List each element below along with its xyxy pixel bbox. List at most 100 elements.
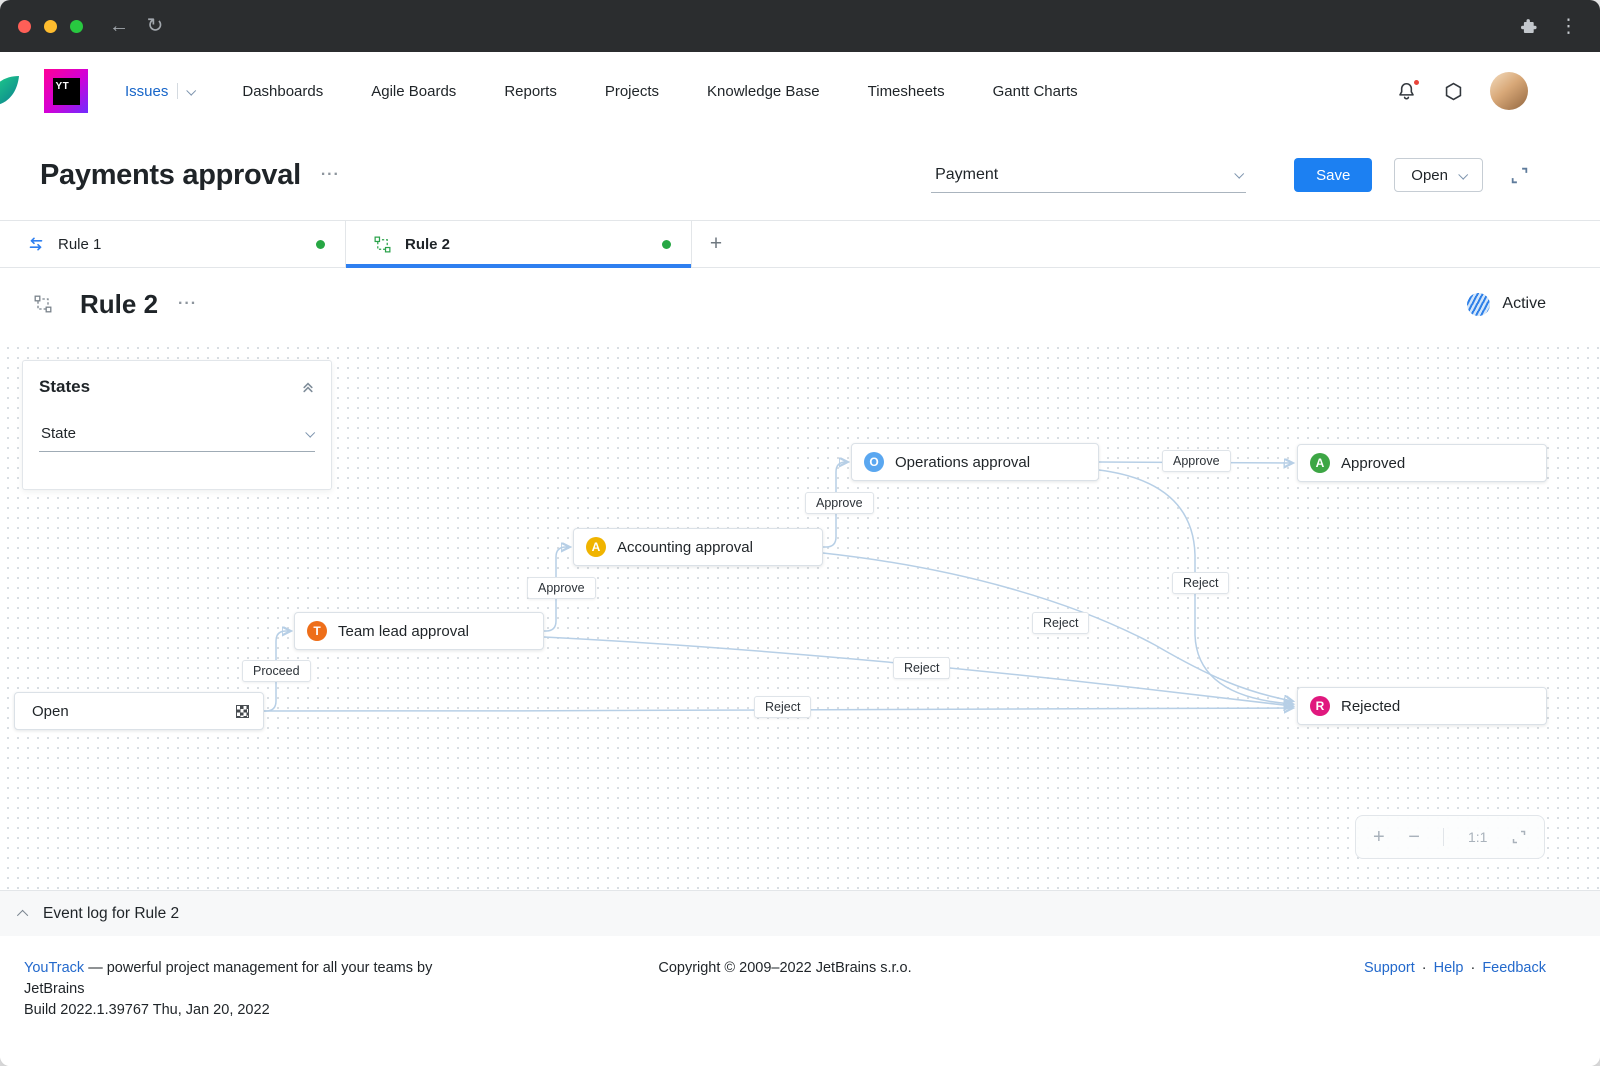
state-field-select[interactable]: State bbox=[39, 425, 316, 452]
zoom-in-button[interactable]: + bbox=[1373, 826, 1385, 848]
state-node-label: Rejected bbox=[1341, 697, 1401, 715]
help-link[interactable]: Help bbox=[1433, 960, 1464, 976]
state-node-team-lead-approval[interactable]: T Team lead approval bbox=[294, 612, 544, 650]
state-badge: O bbox=[864, 452, 884, 472]
transition-rule-icon bbox=[28, 236, 44, 252]
header-actions bbox=[1396, 72, 1528, 110]
page-title: Payments approval bbox=[40, 158, 301, 191]
state-node-accounting-approval[interactable]: A Accounting approval bbox=[573, 528, 823, 566]
transition-label-reject[interactable]: Reject bbox=[893, 657, 951, 679]
fullscreen-icon[interactable] bbox=[1509, 165, 1530, 186]
chevron-down-icon[interactable] bbox=[186, 85, 197, 96]
nav-item-label: Agile Boards bbox=[371, 82, 457, 100]
transition-label-reject[interactable]: Reject bbox=[1172, 572, 1230, 594]
main-nav: Issues Dashboards Agile Boards Reports P… bbox=[125, 83, 1078, 100]
states-panel-title: States bbox=[39, 377, 91, 396]
state-node-label: Open bbox=[32, 702, 69, 720]
close-window-icon[interactable] bbox=[18, 19, 31, 33]
link-separator: · bbox=[1470, 960, 1476, 976]
tab-label: Rule 2 bbox=[405, 235, 451, 253]
footer: YouTrack — powerful project management f… bbox=[0, 936, 1600, 1066]
nav-item-knowledge-base[interactable]: Knowledge Base bbox=[707, 83, 820, 100]
back-icon[interactable]: ← bbox=[109, 15, 129, 37]
project-select-value: Payment bbox=[935, 165, 999, 183]
nav-item-reports[interactable]: Reports bbox=[504, 83, 557, 100]
rule-tabs: Rule 1 Rule 2 + bbox=[0, 220, 1600, 268]
state-node-operations-approval[interactable]: O Operations approval bbox=[851, 443, 1099, 481]
states-panel: States State bbox=[22, 360, 332, 490]
minimize-window-icon[interactable] bbox=[44, 19, 57, 33]
project-select[interactable]: Payment bbox=[931, 158, 1247, 193]
browser-chrome: ← ↻ ⋮ bbox=[0, 0, 1600, 52]
user-avatar[interactable] bbox=[1490, 72, 1528, 110]
nav-item-agile-boards[interactable]: Agile Boards bbox=[371, 83, 456, 100]
workflow-menu-icon[interactable]: ··· bbox=[320, 166, 340, 183]
chrome-actions: ⋮ bbox=[1520, 15, 1582, 38]
open-button[interactable]: Open bbox=[1394, 158, 1483, 192]
initial-state-flag-icon bbox=[236, 704, 249, 718]
workflow-canvas[interactable]: States State Open T Team lead approval A… bbox=[0, 340, 1600, 890]
leaf-icon bbox=[0, 71, 24, 116]
collapse-panel-icon[interactable] bbox=[301, 380, 315, 394]
settings-icon[interactable] bbox=[1443, 81, 1464, 102]
edge-accounting-rejected bbox=[822, 552, 1292, 701]
edge-operations-rejected bbox=[1098, 469, 1292, 704]
nav-item-gantt-charts[interactable]: Gantt Charts bbox=[993, 83, 1078, 100]
state-node-rejected[interactable]: R Rejected bbox=[1297, 687, 1547, 725]
states-panel-header: States bbox=[39, 377, 315, 397]
nav-item-projects[interactable]: Projects bbox=[605, 83, 659, 100]
transition-label-proceed[interactable]: Proceed bbox=[242, 660, 311, 682]
state-badge: A bbox=[586, 537, 606, 557]
zoom-ratio-button[interactable]: 1:1 bbox=[1467, 829, 1488, 845]
rule-menu-icon[interactable]: ··· bbox=[178, 295, 198, 312]
nav-item-dashboards[interactable]: Dashboards bbox=[242, 83, 323, 100]
transition-label-approve[interactable]: Approve bbox=[805, 492, 874, 514]
nav-item-timesheets[interactable]: Timesheets bbox=[868, 83, 945, 100]
rule-status: Active bbox=[1467, 292, 1546, 316]
active-toggle-icon[interactable] bbox=[1467, 292, 1491, 316]
link-separator: · bbox=[1421, 960, 1427, 976]
state-machine-icon bbox=[34, 295, 52, 313]
transition-label-approve[interactable]: Approve bbox=[527, 577, 596, 599]
nav-item-label: Timesheets bbox=[867, 82, 945, 100]
nav-item-label: Gantt Charts bbox=[992, 82, 1078, 100]
chevron-down-icon bbox=[1234, 168, 1245, 179]
nav-item-label: Reports bbox=[504, 82, 557, 100]
transition-label-reject[interactable]: Reject bbox=[1032, 612, 1090, 634]
zoom-out-button[interactable]: − bbox=[1408, 826, 1420, 848]
page-header-actions: Payment Save Open bbox=[931, 158, 1530, 193]
rule-header: Rule 2 ··· Active bbox=[0, 268, 1600, 340]
add-rule-button[interactable]: + bbox=[709, 232, 723, 255]
transition-label-approve[interactable]: Approve bbox=[1162, 450, 1231, 472]
state-node-open[interactable]: Open bbox=[14, 692, 264, 730]
feedback-link[interactable]: Feedback bbox=[1482, 960, 1546, 976]
tab-rule-1[interactable]: Rule 1 bbox=[0, 221, 346, 267]
fit-to-screen-icon[interactable] bbox=[1511, 829, 1527, 845]
support-link[interactable]: Support bbox=[1364, 960, 1415, 976]
state-badge: A bbox=[1310, 453, 1330, 473]
browser-menu-icon[interactable]: ⋮ bbox=[1559, 15, 1578, 37]
extensions-icon[interactable] bbox=[1520, 18, 1537, 35]
nav-item-label: Projects bbox=[604, 82, 660, 100]
notifications-bell-icon[interactable] bbox=[1396, 77, 1421, 102]
state-node-approved[interactable]: A Approved bbox=[1297, 444, 1547, 482]
state-badge: T bbox=[307, 621, 327, 641]
zoom-controls: + − 1:1 bbox=[1355, 815, 1545, 859]
youtrack-logo[interactable]: YT bbox=[44, 69, 88, 113]
maximize-window-icon[interactable] bbox=[70, 19, 83, 33]
tab-label: Rule 1 bbox=[58, 235, 102, 253]
chevron-down-icon bbox=[1458, 169, 1469, 180]
event-log-bar[interactable]: Event log for Rule 2 bbox=[0, 890, 1600, 936]
nav-item-issues[interactable]: Issues bbox=[125, 83, 197, 100]
state-field-value: State bbox=[41, 425, 77, 442]
state-machine-rule-icon bbox=[374, 236, 391, 253]
footer-about: YouTrack — powerful project management f… bbox=[24, 958, 492, 1066]
tab-rule-2[interactable]: Rule 2 bbox=[346, 221, 692, 268]
youtrack-link[interactable]: YouTrack bbox=[24, 960, 85, 976]
rule-title: Rule 2 bbox=[80, 288, 159, 319]
save-button[interactable]: Save bbox=[1294, 158, 1373, 192]
edge-teamlead-rejected bbox=[543, 636, 1292, 706]
notification-dot bbox=[1412, 77, 1421, 87]
reload-icon[interactable]: ↻ bbox=[146, 15, 164, 37]
transition-label-reject[interactable]: Reject bbox=[754, 696, 812, 718]
